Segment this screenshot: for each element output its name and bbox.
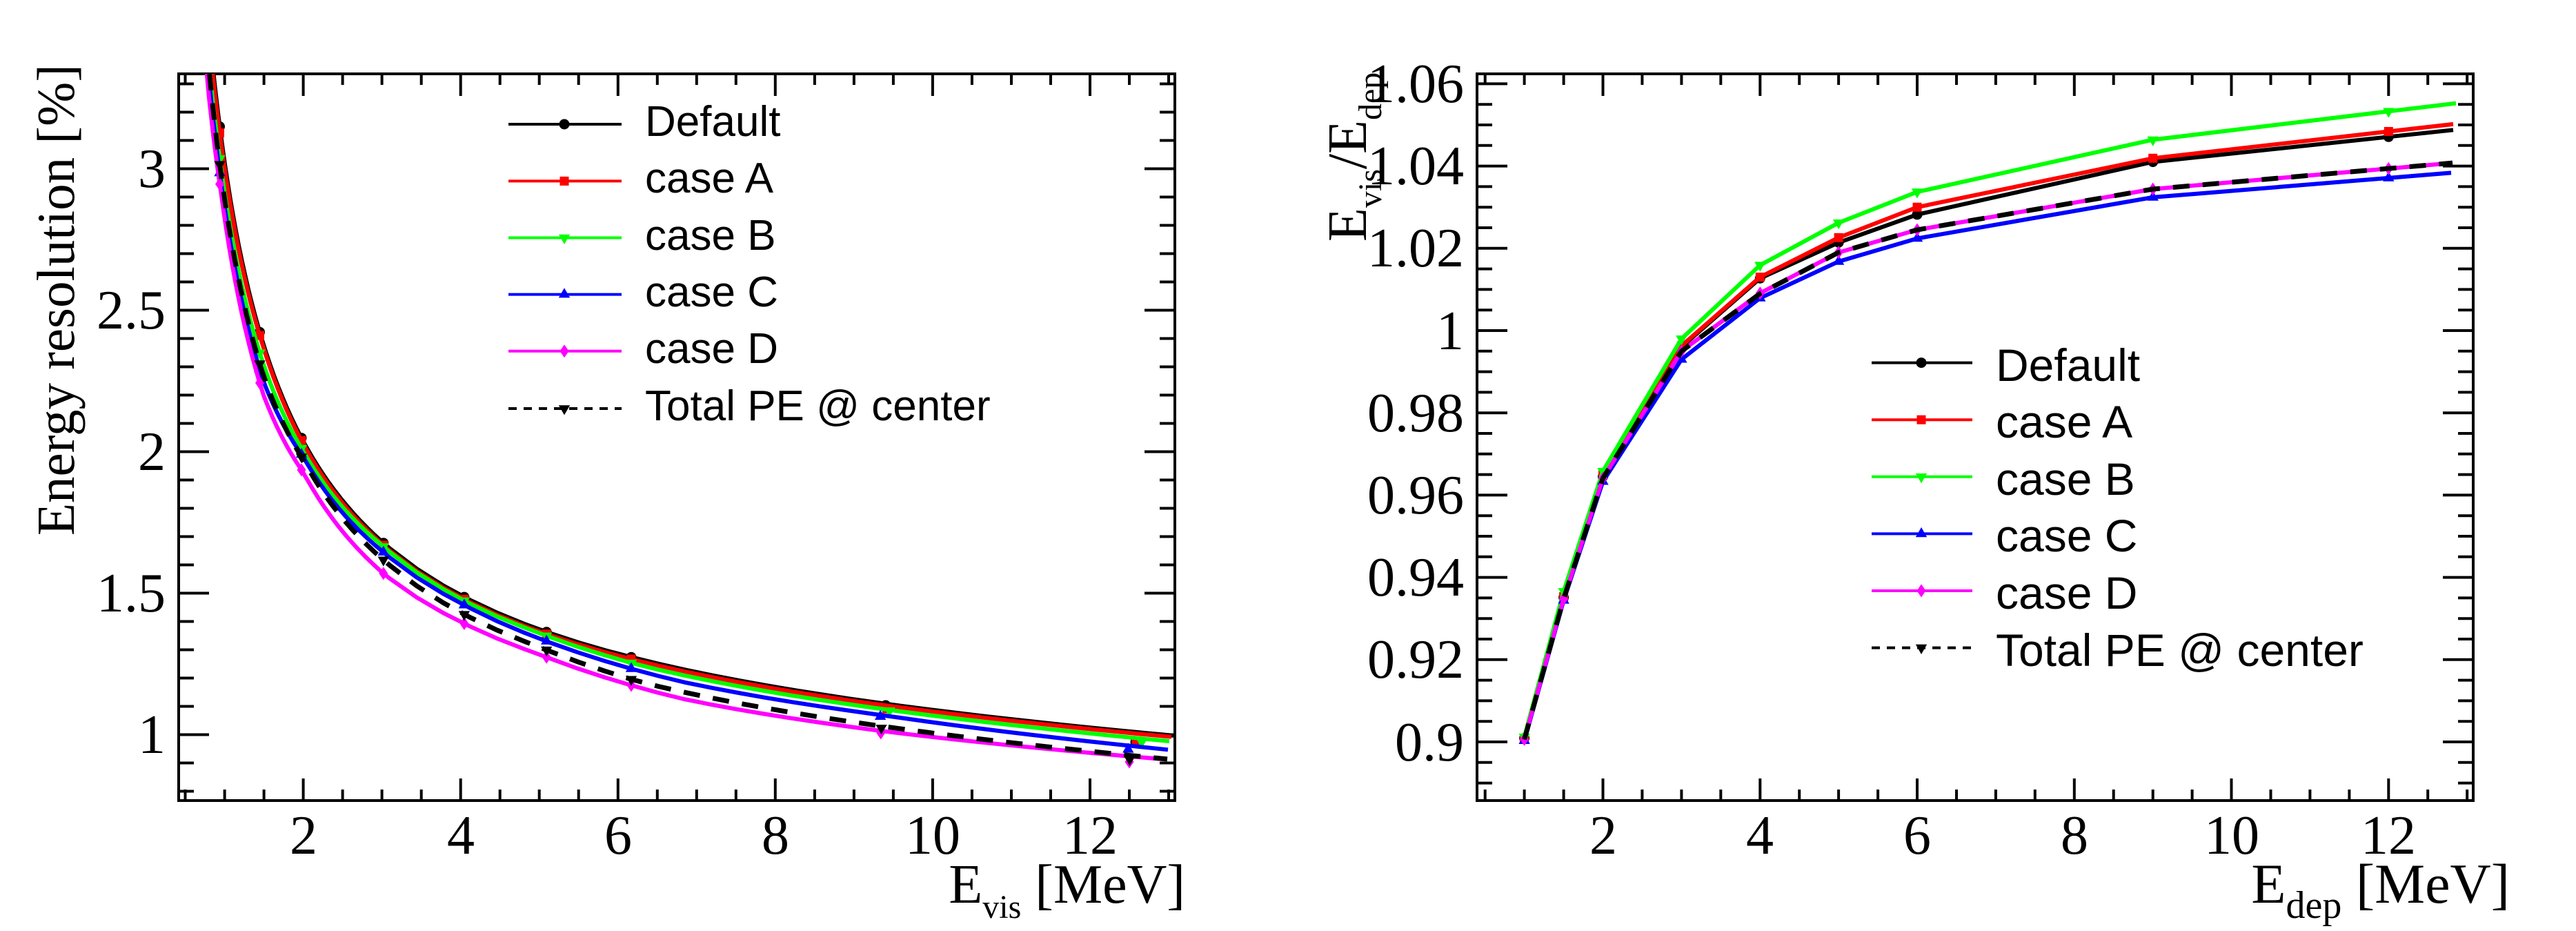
svg-text:12: 12 [1062,805,1118,866]
svg-text:0.9: 0.9 [1395,712,1464,773]
svg-text:case D: case D [1996,567,2137,618]
svg-text:8: 8 [762,805,789,866]
svg-text:10: 10 [905,805,960,866]
svg-text:12: 12 [2361,805,2416,866]
svg-text:2.5: 2.5 [97,280,166,341]
svg-text:case C: case C [645,268,778,316]
svg-text:case A: case A [1996,396,2132,447]
svg-text:6: 6 [604,805,632,866]
svg-text:0.92: 0.92 [1367,629,1464,690]
svg-text:10: 10 [2204,805,2259,866]
svg-text:2: 2 [138,422,166,482]
svg-text:6: 6 [1903,805,1931,866]
svg-text:1.06: 1.06 [1367,54,1464,115]
svg-text:4: 4 [447,805,475,866]
svg-text:case A: case A [645,155,774,202]
svg-text:4: 4 [1746,805,1774,866]
svg-text:case C: case C [1996,510,2137,561]
svg-text:Total PE @ center: Total PE @ center [1996,625,2364,676]
svg-text:0.94: 0.94 [1367,547,1464,608]
svg-text:case D: case D [645,325,778,373]
svg-text:8: 8 [2061,805,2088,866]
svg-text:Evis/Edep: Evis/Edep [1318,72,1389,242]
svg-text:Default: Default [645,98,780,146]
svg-text:3: 3 [138,139,166,199]
svg-text:Default: Default [1996,340,2140,391]
svg-text:0.98: 0.98 [1367,383,1464,444]
svg-text:1.02: 1.02 [1367,218,1464,279]
svg-text:1: 1 [138,705,166,765]
svg-text:Total PE @ center: Total PE @ center [645,382,991,430]
svg-text:case B: case B [645,212,776,259]
svg-text:2: 2 [1589,805,1617,866]
svg-text:1.04: 1.04 [1367,136,1464,197]
svg-text:1.5: 1.5 [97,563,166,624]
svg-text:1: 1 [1436,301,1464,362]
svg-text:0.96: 0.96 [1367,465,1464,526]
svg-text:Energy resolution [%]: Energy resolution [%] [26,64,86,536]
svg-text:Evis [MeV]: Evis [MeV] [949,854,1185,925]
svg-text:case B: case B [1996,453,2135,504]
svg-text:2: 2 [290,805,317,866]
